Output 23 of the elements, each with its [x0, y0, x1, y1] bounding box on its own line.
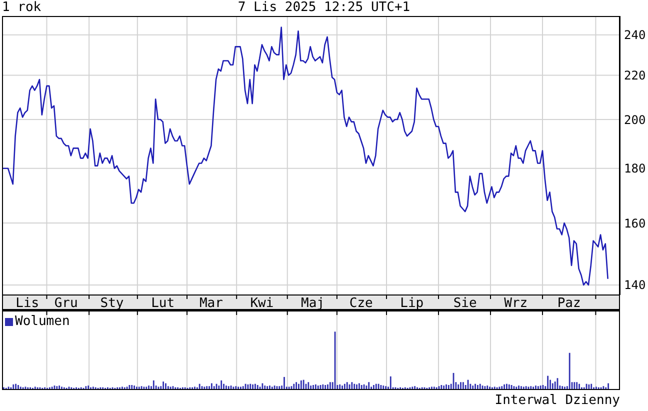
x-tick-label: Paz [557, 296, 581, 311]
y-tick-label: 160 [624, 216, 646, 230]
chart-subtitle: 7 Lis 2025 12:25 UTC+1 [238, 0, 410, 15]
line-series [2, 26, 608, 286]
x-tick-label: Maj [301, 296, 324, 311]
x-tick-label: Mar [199, 296, 224, 311]
x-tick-label: Kwi [250, 296, 274, 311]
text: Interwal Dzienny [494, 393, 620, 408]
x-tick-label: Gru [54, 296, 78, 311]
x-tick-label: Cze [349, 296, 374, 311]
y-tick-label: 220 [624, 68, 646, 83]
legend-label: Wolumen [15, 314, 70, 329]
x-tick-label: Lut [151, 296, 175, 311]
x-tick-label: Lip [400, 296, 424, 311]
y-tick-label: 180 [624, 162, 646, 176]
y-tick-label: 240 [624, 28, 646, 42]
x-tick-label: Sie [453, 296, 478, 311]
x-tick-label: Lis [16, 296, 40, 311]
x-tick-label: Sty [100, 296, 124, 311]
y-tick-label: 140 [624, 278, 646, 292]
y-tick-label: 200 [624, 112, 646, 127]
x-tick-label: Wrz [504, 296, 528, 311]
chart-title: 1 rok [2, 0, 42, 15]
